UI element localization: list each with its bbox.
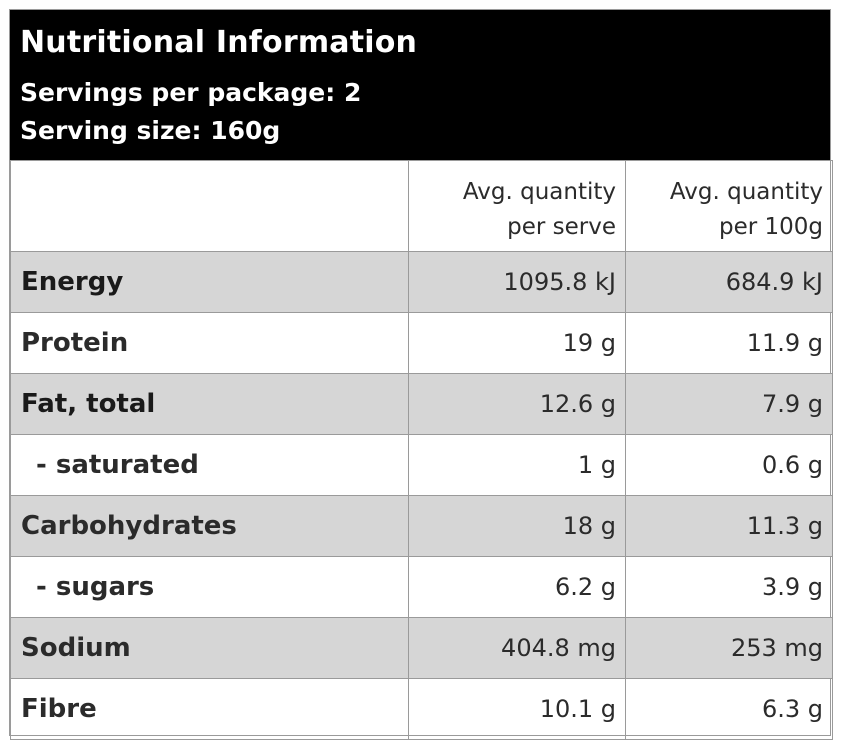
per-100g-value: 11.3 g (625, 495, 833, 557)
servings-per-package: Servings per package: 2 (20, 78, 362, 107)
column-header-per-100g: Avg. quantity per 100g (625, 160, 833, 252)
nutrition-header: Nutritional Information Servings per pac… (10, 10, 830, 160)
table-row: Fat, total 12.6 g 7.9 g (10, 373, 833, 435)
per-100g-value: 7.9 g (625, 373, 833, 435)
table-row: - sugars 6.2 g 3.9 g (10, 556, 833, 618)
nutrition-title: Nutritional Information (20, 25, 418, 60)
per-100g-value: 3.9 g (625, 556, 833, 618)
column-header-per-serve-line2: per serve (507, 214, 616, 240)
nutrient-name: Protein (10, 312, 409, 374)
table-row: Carbohydrates 18 g 11.3 g (10, 495, 833, 557)
column-header-per-serve: Avg. quantity per serve (408, 160, 626, 252)
nutrient-name: Fibre (10, 678, 409, 740)
table-row: Sodium 404.8 mg 253 mg (10, 617, 833, 679)
column-header-row: Avg. quantity per serve Avg. quantity pe… (10, 160, 833, 252)
per-serve-value: 6.2 g (408, 556, 626, 618)
column-header-blank (10, 160, 409, 252)
table-row: Protein 19 g 11.9 g (10, 312, 833, 374)
column-header-per-100g-line2: per 100g (718, 214, 823, 240)
per-100g-value: 684.9 kJ (625, 251, 833, 313)
nutrient-name: Energy (10, 251, 409, 313)
per-serve-value: 12.6 g (408, 373, 626, 435)
table-row: - saturated 1 g 0.6 g (10, 434, 833, 496)
nutrition-table: Avg. quantity per serve Avg. quantity pe… (10, 160, 833, 740)
per-100g-value: 6.3 g (625, 678, 833, 740)
nutrition-panel: Nutritional Information Servings per pac… (9, 9, 833, 740)
per-serve-value: 404.8 mg (408, 617, 626, 679)
table-row: Fibre 10.1 g 6.3 g (10, 678, 833, 740)
per-serve-value: 19 g (408, 312, 626, 374)
nutrient-name: Carbohydrates (10, 495, 409, 557)
table-row: Energy 1095.8 kJ 684.9 kJ (10, 251, 833, 313)
serving-size: Serving size: 160g (20, 116, 281, 145)
column-header-per-serve-line1: Avg. quantity (462, 179, 616, 205)
per-serve-value: 1 g (408, 434, 626, 496)
per-serve-value: 18 g (408, 495, 626, 557)
per-100g-value: 253 mg (625, 617, 833, 679)
per-serve-value: 1095.8 kJ (408, 251, 626, 313)
nutrient-name: - sugars (10, 556, 409, 618)
column-header-per-100g-line1: Avg. quantity (669, 179, 823, 205)
nutrient-name: Sodium (10, 617, 409, 679)
per-100g-value: 11.9 g (625, 312, 833, 374)
nutrient-name: - saturated (10, 434, 409, 496)
per-100g-value: 0.6 g (625, 434, 833, 496)
nutrient-name: Fat, total (10, 373, 409, 435)
per-serve-value: 10.1 g (408, 678, 626, 740)
